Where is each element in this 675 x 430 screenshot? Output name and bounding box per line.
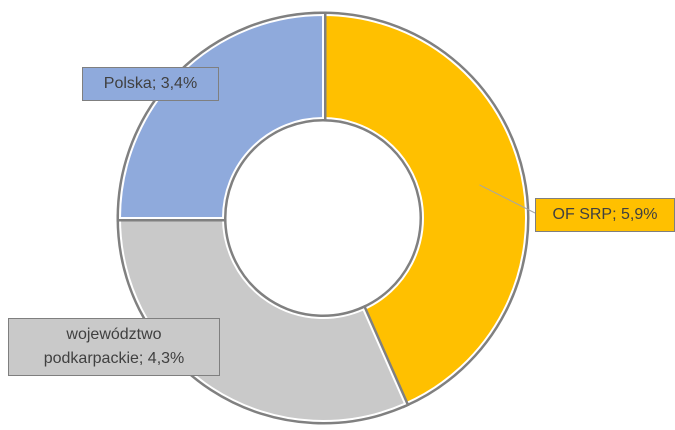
data-label: OF SRP; 5,9% xyxy=(535,198,675,232)
leader-line xyxy=(479,184,536,214)
data-label: Polska; 3,4% xyxy=(82,67,219,101)
data-label: województwo podkarpackie; 4,3% xyxy=(8,318,220,376)
donut-segment xyxy=(322,13,527,406)
donut-segment xyxy=(118,13,324,219)
